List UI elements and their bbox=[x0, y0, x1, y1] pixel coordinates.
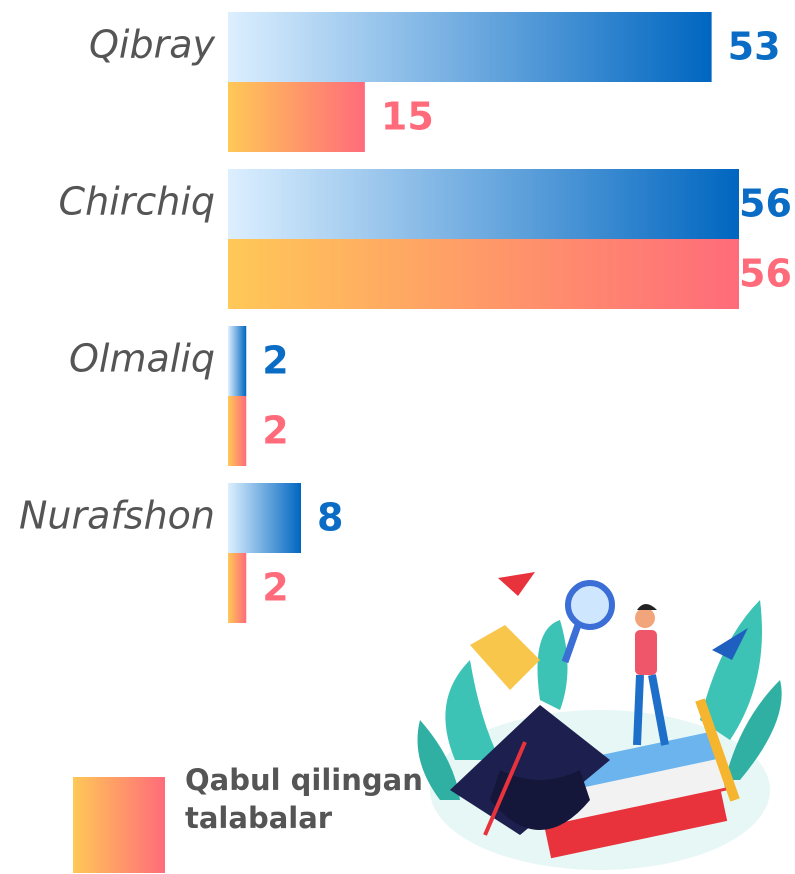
bar bbox=[228, 82, 365, 152]
bar bbox=[228, 12, 712, 82]
value-label: 56 bbox=[739, 182, 792, 226]
bar bbox=[228, 553, 247, 623]
value-label: 2 bbox=[262, 566, 288, 610]
category-label: Nurafshon bbox=[19, 494, 215, 538]
bar bbox=[228, 396, 247, 466]
bar bbox=[228, 483, 301, 553]
value-label: 8 bbox=[317, 496, 343, 540]
value-label: 56 bbox=[739, 252, 792, 296]
value-label: 2 bbox=[262, 339, 288, 383]
bar bbox=[228, 169, 739, 239]
value-label: 15 bbox=[381, 95, 434, 139]
category-label: Chirchiq bbox=[59, 180, 215, 224]
value-label: 53 bbox=[728, 25, 781, 69]
bar bbox=[228, 326, 247, 396]
value-label: 2 bbox=[262, 409, 288, 453]
illustration bbox=[417, 572, 782, 870]
legend-label: Qabul qilingan talabalar bbox=[185, 763, 423, 835]
bar bbox=[228, 239, 739, 309]
legend-swatch bbox=[73, 777, 165, 873]
category-label: Qibray bbox=[89, 23, 215, 67]
category-label: Olmaliq bbox=[69, 337, 215, 381]
